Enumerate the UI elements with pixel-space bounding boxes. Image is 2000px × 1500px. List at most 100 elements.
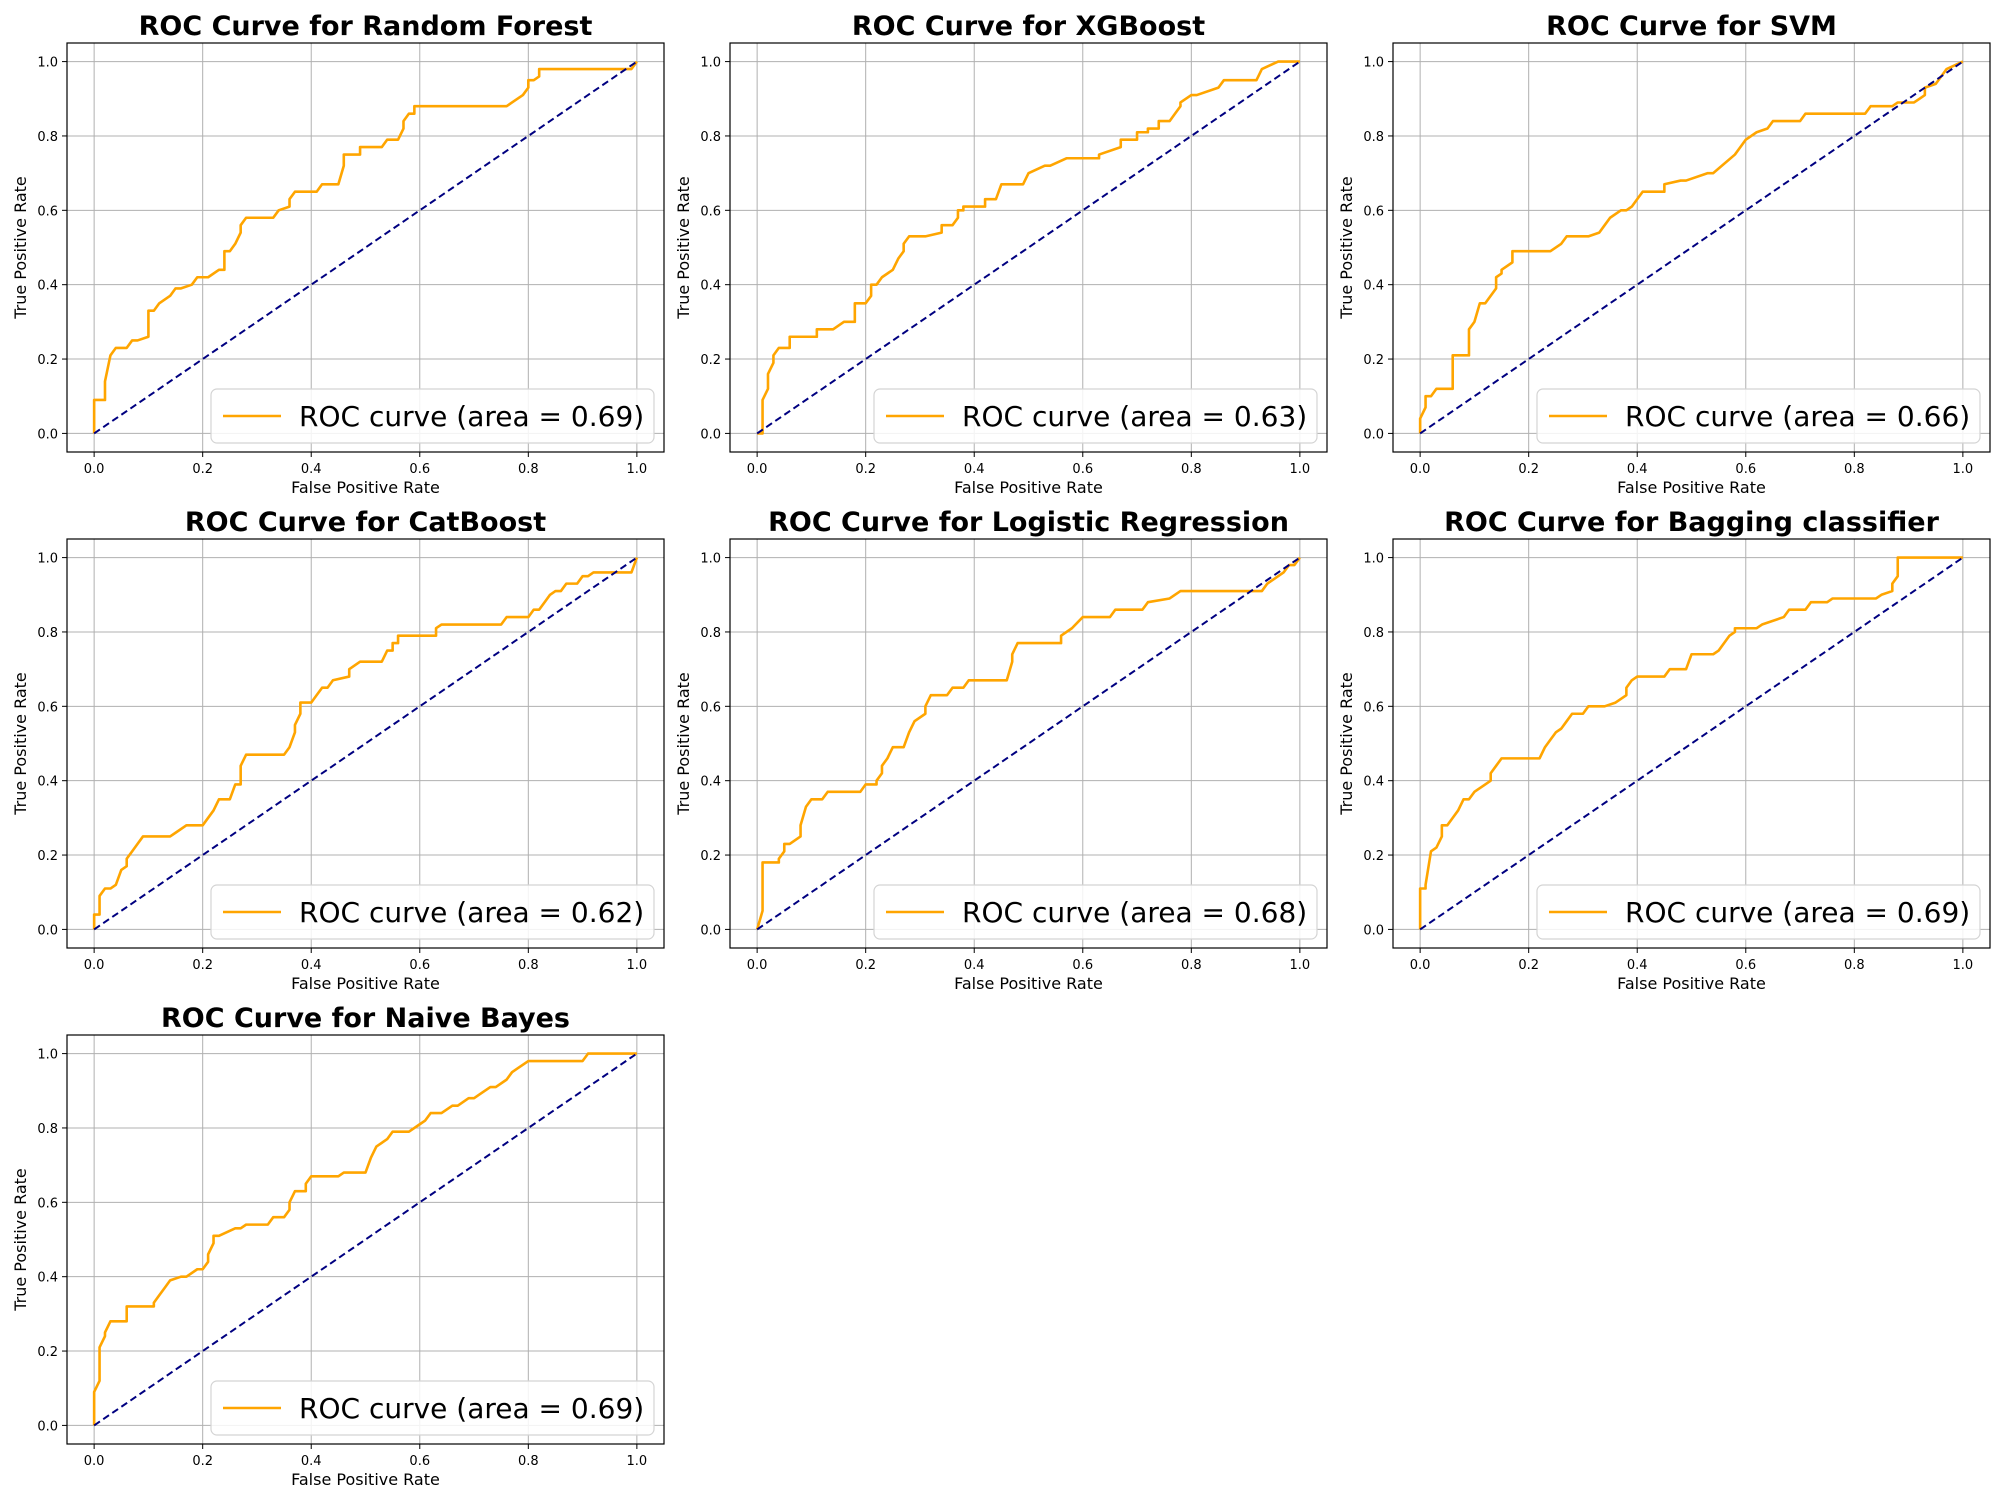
chart-title: ROC Curve for XGBoost <box>852 11 1205 42</box>
legend: ROC curve (area = 0.63) <box>873 388 1318 444</box>
y-axis-label: True Positive Rate <box>11 1168 30 1312</box>
roc-curve-line <box>1418 60 1964 434</box>
y-tick-label: 1.0 <box>37 552 58 567</box>
roc-curve-line <box>92 60 638 434</box>
roc-panel: ROC Curve for Naive Bayes 0.0 0.2 0.4 0.6 0.8… <box>0 992 665 1489</box>
y-tick-label: 0.0 <box>1363 427 1384 442</box>
x-tick-label: 1.0 <box>627 462 648 477</box>
axes-frame <box>729 42 1328 453</box>
chance-diagonal-line <box>756 556 1301 931</box>
y-tick-label: 0.6 <box>1363 700 1384 715</box>
x-axis-label: False Positive Rate <box>954 478 1103 497</box>
x-tick-label: 0.4 <box>301 462 322 477</box>
x-tick-label: 1.0 <box>1290 462 1311 477</box>
legend-label: ROC curve (area = 0.69) <box>1625 896 1970 929</box>
y-axis-label: True Positive Rate <box>11 176 30 320</box>
y-tick-label: 0.6 <box>37 1196 58 1211</box>
x-tick-label: 0.6 <box>409 958 430 973</box>
y-tick-label: 0.8 <box>1363 626 1384 641</box>
axes-frame <box>66 1034 665 1445</box>
x-tick-label: 0.4 <box>301 1454 322 1469</box>
legend-box <box>210 884 655 940</box>
x-tick-label: 0.6 <box>1072 958 1093 973</box>
x-tick-label: 1.0 <box>627 958 648 973</box>
legend-label: ROC curve (area = 0.68) <box>962 896 1307 929</box>
y-tick-label: 0.8 <box>37 130 58 145</box>
y-tick-label: 0.4 <box>37 279 58 294</box>
y-tick-label: 0.8 <box>37 1122 58 1137</box>
y-tick-label: 1.0 <box>1363 552 1384 567</box>
legend-box <box>873 388 1318 444</box>
legend: ROC curve (area = 0.69) <box>210 1380 655 1436</box>
y-tick-label: 0.4 <box>1363 279 1384 294</box>
roc-curve-line <box>1418 556 1963 930</box>
x-tick-label: 0.2 <box>192 958 213 973</box>
grid <box>730 539 1327 948</box>
y-tick-label: 0.6 <box>37 204 58 219</box>
chart-title: ROC Curve for Bagging classifier <box>1444 507 1939 538</box>
y-tick-label: 1.0 <box>37 56 58 71</box>
x-axis-label: False Positive Rate <box>1617 974 1766 993</box>
x-tick-label: 1.0 <box>627 1454 648 1469</box>
x-tick-label: 0.0 <box>84 462 105 477</box>
legend: ROC curve (area = 0.66) <box>1536 388 1981 444</box>
roc-curve-line <box>757 60 1300 435</box>
y-tick-label: 0.6 <box>700 700 721 715</box>
roc-chart-svg: ROC Curve for Logistic Regression 0.0 0.2 0… <box>674 507 1328 993</box>
axes-frame <box>1392 42 1991 453</box>
axes-frame <box>729 538 1328 949</box>
x-tick-label: 0.2 <box>855 958 876 973</box>
x-tick-label: 0.2 <box>192 1454 213 1469</box>
x-tick-label: 0.4 <box>301 958 322 973</box>
grid <box>67 1035 664 1444</box>
grid <box>1393 43 1990 452</box>
roc-chart-svg: ROC Curve for Naive Bayes 0.0 0.2 0.4 0.6 0.8… <box>11 1003 665 1489</box>
legend-box <box>873 884 1318 940</box>
legend: ROC curve (area = 0.68) <box>873 884 1318 940</box>
x-tick-label: 0.6 <box>409 1454 430 1469</box>
y-axis-label: True Positive Rate <box>674 176 693 320</box>
chance-diagonal-line <box>1419 556 1964 931</box>
y-tick-label: 0.2 <box>700 849 721 864</box>
axes-frame <box>66 42 665 453</box>
roc-curve-line <box>92 1052 637 1426</box>
x-tick-label: 0.8 <box>1181 462 1202 477</box>
x-tick-label: 0.0 <box>747 462 768 477</box>
y-tick-label: 0.6 <box>1363 204 1384 219</box>
axes-frame <box>66 538 665 949</box>
roc-panel: ROC Curve for XGBoost 0.0 0.2 0.4 0.6 0.8 1.0 0… <box>663 0 1328 497</box>
x-tick-label: 1.0 <box>1953 462 1974 477</box>
x-tick-label: 0.2 <box>192 462 213 477</box>
chance-diagonal-line <box>1419 60 1964 435</box>
legend: ROC curve (area = 0.69) <box>210 388 655 444</box>
y-tick-label: 1.0 <box>1363 56 1384 71</box>
y-tick-label: 0.0 <box>700 923 721 938</box>
legend: ROC curve (area = 0.69) <box>1536 884 1981 940</box>
roc-chart-svg: ROC Curve for XGBoost 0.0 0.2 0.4 0.6 0.8 1.0 0… <box>674 11 1328 497</box>
x-tick-label: 0.6 <box>1735 462 1756 477</box>
y-axis-label: True Positive Rate <box>1337 672 1356 816</box>
y-tick-label: 0.8 <box>700 130 721 145</box>
y-tick-label: 0.2 <box>37 1345 58 1360</box>
x-tick-label: 0.4 <box>964 462 985 477</box>
y-tick-label: 0.2 <box>37 353 58 368</box>
x-tick-label: 1.0 <box>1290 958 1311 973</box>
y-tick-label: 0.6 <box>37 700 58 715</box>
x-tick-label: 0.4 <box>1627 462 1648 477</box>
x-tick-label: 0.2 <box>855 462 876 477</box>
x-axis-label: False Positive Rate <box>1617 478 1766 497</box>
y-axis-label: True Positive Rate <box>674 672 693 816</box>
legend-label: ROC curve (area = 0.69) <box>299 400 644 433</box>
y-tick-label: 1.0 <box>37 1048 58 1063</box>
y-tick-label: 0.2 <box>37 849 58 864</box>
y-tick-label: 0.0 <box>1363 923 1384 938</box>
x-tick-label: 0.0 <box>747 958 768 973</box>
y-tick-label: 0.0 <box>37 1419 58 1434</box>
roc-panel: ROC Curve for Logistic Regression 0.0 0.2 0… <box>663 496 1328 993</box>
y-tick-label: 0.4 <box>1363 775 1384 790</box>
y-tick-label: 0.4 <box>37 1271 58 1286</box>
chart-title: ROC Curve for Logistic Regression <box>768 507 1289 538</box>
chance-diagonal-line <box>756 60 1301 435</box>
roc-curve-line <box>92 557 639 930</box>
